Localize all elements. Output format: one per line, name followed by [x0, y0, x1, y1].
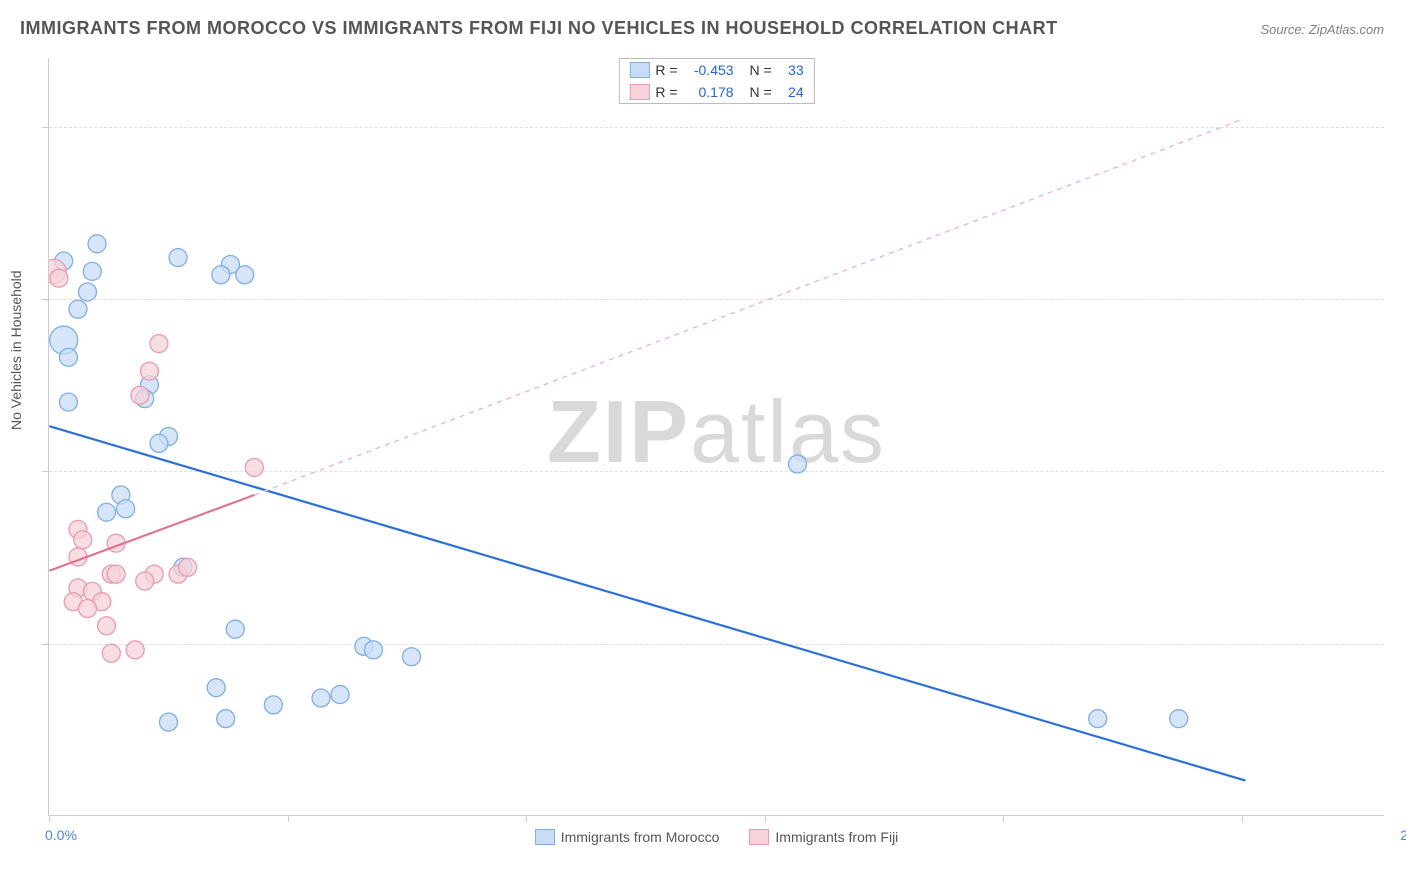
chart-title: IMMIGRANTS FROM MOROCCO VS IMMIGRANTS FR…	[20, 18, 1058, 39]
data-point	[312, 689, 330, 707]
r-value: 0.178	[684, 84, 734, 100]
n-label: N =	[749, 84, 771, 100]
legend-swatch-fiji	[629, 84, 649, 100]
data-point	[136, 572, 154, 590]
n-value: 24	[778, 84, 804, 100]
legend-item-fiji: Immigrants from Fiji	[749, 829, 898, 845]
data-point	[226, 620, 244, 638]
chart-container: IMMIGRANTS FROM MOROCCO VS IMMIGRANTS FR…	[0, 0, 1406, 892]
data-point	[98, 617, 116, 635]
legend-row-morocco: R = -0.453 N = 33	[619, 59, 813, 81]
data-point	[50, 269, 68, 287]
data-point	[59, 393, 77, 411]
series-legend: Immigrants from Morocco Immigrants from …	[49, 829, 1384, 845]
data-point	[150, 434, 168, 452]
data-point	[212, 266, 230, 284]
data-point	[117, 500, 135, 518]
n-value: 33	[778, 62, 804, 78]
source-label: Source: ZipAtlas.com	[1260, 22, 1384, 37]
data-point	[169, 249, 187, 267]
legend-row-fiji: R = 0.178 N = 24	[619, 81, 813, 103]
data-point	[126, 641, 144, 659]
legend-swatch-morocco-b	[535, 829, 555, 845]
correlation-legend: R = -0.453 N = 33 R = 0.178 N = 24	[618, 58, 814, 104]
data-point	[98, 503, 116, 521]
data-point	[207, 679, 225, 697]
data-point	[160, 713, 178, 731]
legend-label: Immigrants from Morocco	[561, 829, 720, 845]
r-value: -0.453	[684, 62, 734, 78]
data-point	[74, 531, 92, 549]
data-point	[217, 710, 235, 728]
data-point	[102, 644, 120, 662]
data-point	[88, 235, 106, 253]
data-point	[79, 600, 97, 618]
r-label: R =	[655, 84, 677, 100]
scatter-svg	[49, 58, 1384, 815]
data-point	[245, 458, 263, 476]
data-point	[264, 696, 282, 714]
data-point	[83, 262, 101, 280]
data-point	[331, 686, 349, 704]
data-point	[131, 386, 149, 404]
data-point	[59, 348, 77, 366]
legend-swatch-fiji-b	[749, 829, 769, 845]
legend-swatch-morocco	[629, 62, 649, 78]
data-point	[150, 335, 168, 353]
plot-area: ZIPatlas R = -0.453 N = 33 R = 0.178 N =…	[48, 58, 1384, 816]
data-point	[364, 641, 382, 659]
data-point	[236, 266, 254, 284]
x-tick-label: 25.0%	[1400, 827, 1406, 843]
data-point	[79, 283, 97, 301]
n-label: N =	[749, 62, 771, 78]
r-label: R =	[655, 62, 677, 78]
y-axis-label: No Vehicles in Household	[8, 270, 24, 430]
data-point	[1089, 710, 1107, 728]
data-point	[403, 648, 421, 666]
data-point	[140, 362, 158, 380]
data-point	[1170, 710, 1188, 728]
trend-line-extrapolated	[254, 120, 1240, 495]
data-point	[789, 455, 807, 473]
legend-label: Immigrants from Fiji	[775, 829, 898, 845]
legend-item-morocco: Immigrants from Morocco	[535, 829, 720, 845]
data-point	[107, 565, 125, 583]
x-tick-label: 0.0%	[45, 827, 77, 843]
data-point	[179, 558, 197, 576]
data-point	[69, 300, 87, 318]
